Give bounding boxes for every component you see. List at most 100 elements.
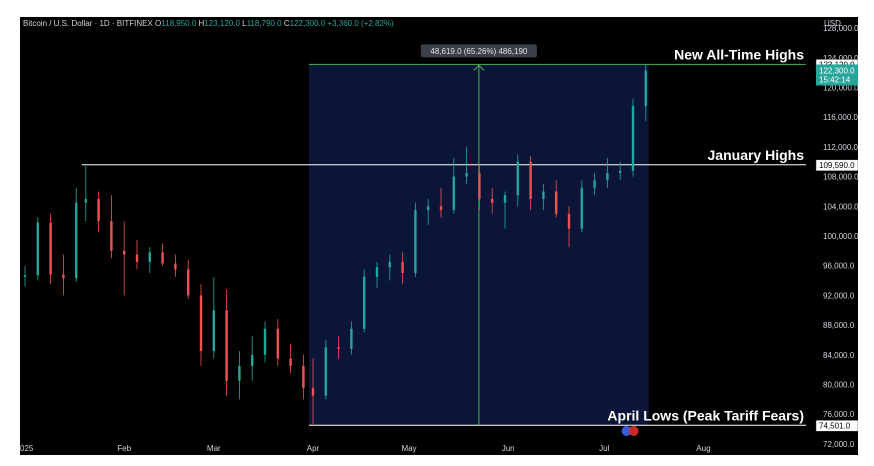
- change-value: +3,360.0 (+2.82%): [327, 19, 394, 28]
- candle-body: [631, 106, 635, 171]
- candle-body: [439, 206, 443, 211]
- candle-body: [23, 275, 27, 277]
- candle-body: [452, 176, 455, 211]
- open-value: 118,950.0: [161, 19, 197, 28]
- y-tick-label: 92,000.0: [823, 291, 855, 300]
- y-tick-label: 120,000.0: [823, 84, 858, 93]
- candle-body: [135, 254, 139, 262]
- candle-body: [251, 354, 254, 366]
- symbol-legend: Bitcoin / U.S. Dollar · 1D · BITFINEX O1…: [23, 19, 394, 28]
- y-tick-label: 80,000.0: [823, 380, 855, 389]
- y-tick-label: 76,000.0: [823, 410, 855, 419]
- candle-body: [529, 161, 532, 199]
- candle-body: [174, 263, 177, 270]
- level-annotation: New All-Time Highs: [674, 46, 804, 62]
- y-tick-label: 72,000.0: [823, 440, 855, 449]
- price-tag-label: 122,300.0: [819, 66, 855, 75]
- x-tick-label: Jul: [599, 444, 609, 453]
- symbol-name: Bitcoin / U.S. Dollar · 1D · BITFINEX: [23, 19, 153, 28]
- candle-body: [491, 198, 494, 203]
- candle-body: [49, 222, 52, 275]
- close-value: 122,300.0: [289, 19, 326, 28]
- candle-body: [324, 347, 327, 396]
- candle-body: [644, 70, 647, 107]
- candle-body: [555, 191, 558, 214]
- candle-body: [311, 388, 315, 396]
- event-flag-icon: [621, 426, 632, 436]
- candle-body: [36, 222, 39, 276]
- currency-label: USD: [824, 19, 841, 28]
- candle-body: [337, 347, 340, 349]
- candle-body: [75, 202, 78, 279]
- y-tick-label: 104,000.0: [823, 202, 858, 211]
- candle-body: [199, 295, 203, 352]
- chart-svg[interactable]: 48,619.0 (65.26%) 486,190 New All-Time Hi…: [20, 17, 858, 455]
- level-annotation: April Lows (Peak Tariff Fears): [607, 407, 804, 423]
- low-value: 118,790.0: [246, 19, 282, 28]
- candle-body: [401, 261, 404, 274]
- candle-body: [542, 191, 545, 199]
- y-tick-label: 112,000.0: [823, 143, 858, 152]
- high-label: H: [198, 19, 205, 28]
- candle-body: [388, 261, 391, 268]
- candle-body: [161, 252, 164, 264]
- candle-body: [97, 198, 100, 222]
- y-tick-label: 128,000.0: [823, 24, 858, 33]
- candle-body: [516, 161, 519, 196]
- price-tag-box: [815, 159, 858, 172]
- candle-body: [478, 172, 481, 199]
- price-tag-box: [815, 420, 858, 432]
- candle-body: [84, 198, 87, 203]
- candle-body: [123, 250, 126, 255]
- candle-body: [414, 210, 417, 274]
- y-tick-label: 88,000.0: [823, 321, 855, 330]
- y-tick-label: 124,000.0: [823, 54, 858, 63]
- candle-body: [580, 187, 583, 229]
- candle-body: [276, 328, 279, 359]
- candle-body: [110, 221, 113, 251]
- open-label: O: [155, 19, 162, 28]
- x-tick-label: Apr: [307, 444, 320, 453]
- close-label: C: [283, 19, 290, 28]
- candle-body: [619, 170, 622, 173]
- candle-body: [225, 310, 228, 381]
- price-tag-box: [816, 64, 858, 86]
- low-label: L: [242, 19, 247, 28]
- candle-body: [465, 172, 468, 177]
- measure-label-box: [420, 44, 537, 58]
- y-tick-label: 108,000.0: [823, 173, 858, 182]
- price-tag-label: 109,590.0: [819, 161, 855, 170]
- candle-body: [427, 206, 430, 211]
- candle-body: [375, 267, 379, 277]
- x-tick-label: May: [401, 444, 416, 453]
- candle-body: [606, 172, 609, 181]
- candle-body: [187, 269, 190, 296]
- y-tick-label: 84,000.0: [823, 351, 855, 360]
- measure-label: 48,619.0 (65.26%) 486,190: [430, 47, 528, 56]
- price-tag-label: 74,501.0: [819, 421, 851, 430]
- candle-body: [289, 358, 292, 366]
- event-flag-icon-secondary: [628, 426, 639, 436]
- y-tick-label: 96,000.0: [823, 262, 855, 271]
- level-annotation: January Highs: [708, 147, 805, 163]
- x-tick-label: 025: [20, 444, 34, 453]
- x-tick-label: Mar: [207, 444, 221, 453]
- y-tick-label: 100,000.0: [823, 232, 858, 241]
- x-tick-label: Aug: [696, 444, 710, 453]
- candle-body: [503, 195, 507, 203]
- candle-body: [263, 328, 267, 355]
- candle-body: [62, 274, 65, 279]
- y-tick-label: 116,000.0: [823, 113, 858, 122]
- candle-body: [350, 328, 353, 349]
- price-tag-countdown: 15:42:14: [819, 75, 851, 84]
- high-value: 123,120.0: [204, 19, 240, 28]
- x-tick-label: Feb: [117, 444, 131, 453]
- candle-body: [302, 365, 305, 389]
- x-tick-label: Jun: [502, 444, 515, 453]
- candle-body: [567, 213, 571, 229]
- measure-arrow-head: [473, 64, 485, 71]
- candle-body: [238, 365, 241, 381]
- price-chart[interactable]: 48,619.0 (65.26%) 486,190 New All-Time Hi…: [20, 17, 858, 455]
- candle-body: [363, 276, 366, 329]
- candle-body: [593, 180, 596, 188]
